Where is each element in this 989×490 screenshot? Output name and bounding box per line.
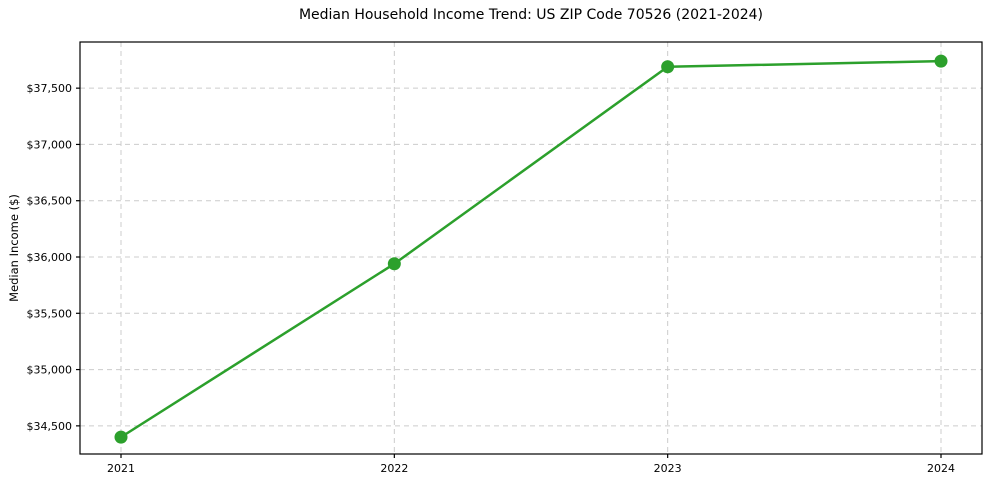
y-tick-label: $37,500 bbox=[27, 82, 73, 95]
x-tick-label: 2021 bbox=[107, 462, 135, 475]
y-tick-label: $36,000 bbox=[27, 251, 73, 264]
trend-line bbox=[119, 59, 943, 439]
data-point-2024 bbox=[934, 54, 948, 68]
data-point-2023 bbox=[661, 60, 675, 74]
x-tick-label: 2022 bbox=[380, 462, 408, 475]
y-tick-label: $35,000 bbox=[27, 364, 73, 377]
y-tick-label: $35,500 bbox=[27, 307, 73, 320]
x-tick-label: 2023 bbox=[654, 462, 682, 475]
y-tick-label: $34,500 bbox=[27, 420, 73, 433]
data-point-2021 bbox=[114, 430, 128, 444]
x-tick-label: 2024 bbox=[927, 462, 955, 475]
chart-title: Median Household Income Trend: US ZIP Co… bbox=[298, 7, 764, 23]
y-tick-label: $37,000 bbox=[27, 138, 73, 151]
y-tick-label: $36,500 bbox=[27, 195, 73, 208]
data-point-2022 bbox=[387, 257, 401, 271]
plot-border bbox=[79, 41, 983, 455]
